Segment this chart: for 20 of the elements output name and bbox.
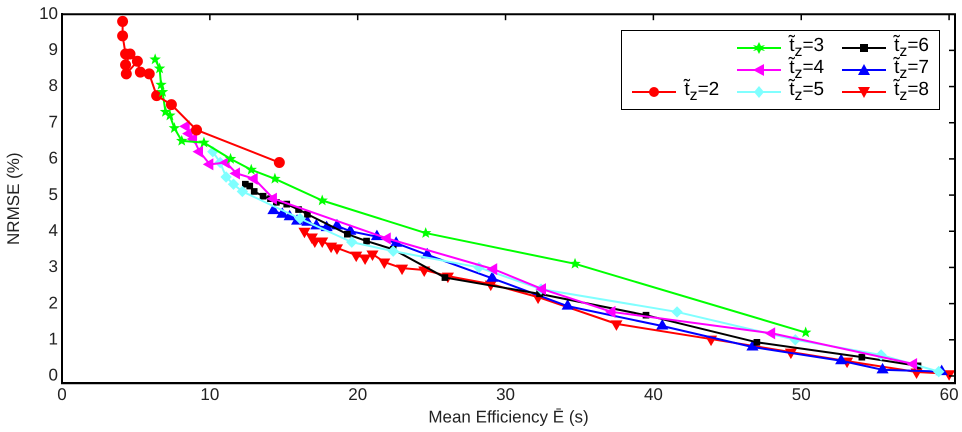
y-tick-label: 3 bbox=[48, 257, 58, 276]
y-tick-label: 2 bbox=[48, 293, 58, 312]
x-tick-label: 40 bbox=[644, 385, 663, 404]
x-tick-label: 10 bbox=[200, 385, 220, 404]
y-tick-label: 8 bbox=[48, 76, 58, 96]
y-tick-label: 1 bbox=[48, 329, 58, 348]
x-tick-label: 60 bbox=[940, 385, 959, 404]
y-tick-label: 9 bbox=[48, 40, 58, 60]
y-tick-label: 5 bbox=[48, 184, 58, 204]
y-tick-label: 6 bbox=[48, 148, 58, 168]
y-axis-title: NRMSE (%) bbox=[4, 152, 23, 245]
x-tick-label: 30 bbox=[496, 385, 516, 404]
x-tick-label: 20 bbox=[348, 385, 368, 404]
y-tick-label: 7 bbox=[48, 112, 58, 132]
x-tick-label: 50 bbox=[792, 385, 811, 404]
x-axis-title: Mean Efficiency Ē (s) bbox=[428, 407, 589, 426]
y-tick-label: 4 bbox=[48, 220, 58, 240]
y-tick-label: 0 bbox=[48, 366, 58, 385]
y-tick-label: 10 bbox=[39, 4, 58, 23]
legend-label: t̃$_{z}$=2 bbox=[684, 79, 720, 105]
